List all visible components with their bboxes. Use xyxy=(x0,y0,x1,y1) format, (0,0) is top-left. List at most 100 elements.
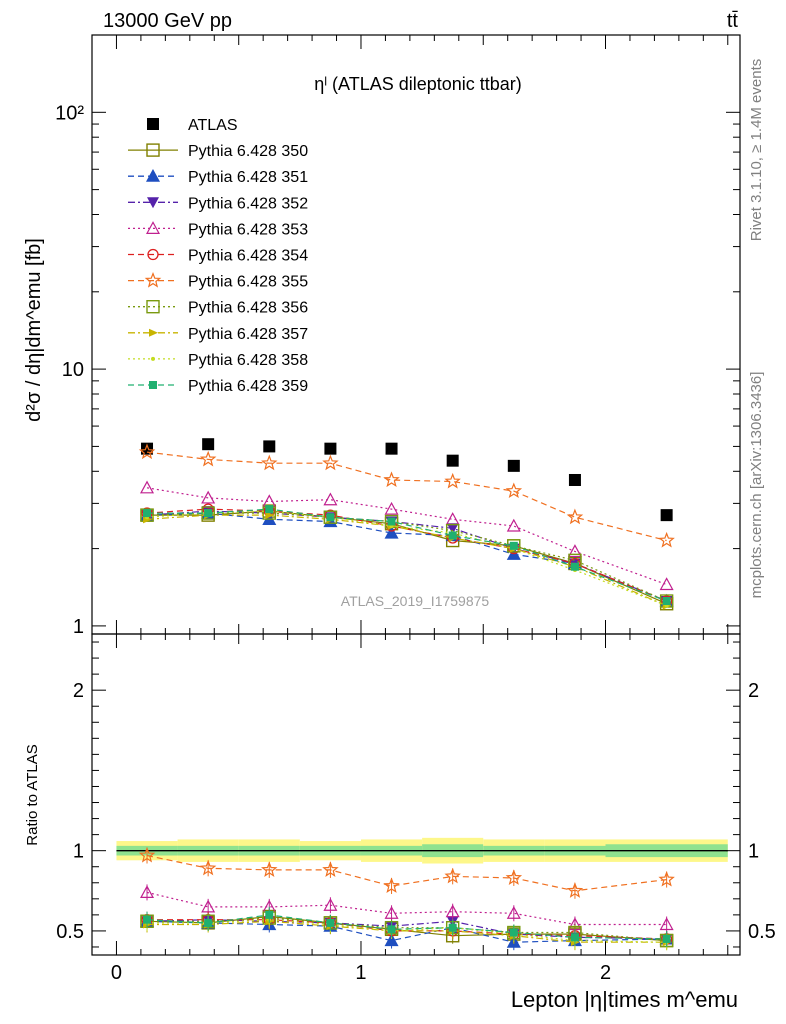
data-point xyxy=(385,442,398,455)
ratio-y-axis-label: Ratio to ATLAS xyxy=(24,744,41,845)
data-point xyxy=(662,597,671,606)
ratio-point xyxy=(506,906,521,919)
ratio-point xyxy=(323,897,338,911)
ratio-point xyxy=(566,882,584,898)
energy-label: 13000 GeV pp xyxy=(103,10,232,32)
legend-marker xyxy=(147,118,159,130)
main-y-tick-label: 10 xyxy=(62,359,84,381)
data-point xyxy=(384,525,399,539)
legend-label: Pythia 6.428 355 xyxy=(188,274,308,291)
legend-marker xyxy=(145,221,161,234)
data-point xyxy=(143,509,152,518)
data-point xyxy=(138,443,156,460)
data-point xyxy=(265,505,274,514)
ratio-series-layer xyxy=(138,846,675,951)
analysis-watermark: ATLAS_2019_I1759875 xyxy=(341,593,490,609)
series-355 xyxy=(138,443,675,548)
ratio-point xyxy=(509,928,518,937)
data-point xyxy=(199,450,217,467)
legend-marker xyxy=(146,143,160,157)
legend-entry: Pythia 6.428 355 xyxy=(128,271,308,291)
ratio-point xyxy=(384,906,399,919)
legend-label: Pythia 6.428 356 xyxy=(188,300,308,317)
data-point xyxy=(141,442,154,455)
data-point xyxy=(383,471,400,488)
series-353 xyxy=(140,480,674,591)
ratio-series-357 xyxy=(143,913,672,951)
x-axis-label: Lepton |η|times m^emu xyxy=(511,987,738,1012)
data-point xyxy=(659,577,674,591)
data-point xyxy=(509,541,518,550)
ratio-point xyxy=(444,867,461,884)
data-point xyxy=(507,459,520,472)
ratio-plot-area xyxy=(91,633,741,956)
data-point xyxy=(566,508,584,525)
legend-entry: Pythia 6.428 351 xyxy=(128,168,308,186)
data-point xyxy=(448,531,457,540)
data-point xyxy=(140,480,155,494)
ratio-point xyxy=(659,917,674,931)
ratio-point xyxy=(570,933,579,942)
data-point xyxy=(326,513,335,522)
ratio-point xyxy=(261,861,278,877)
ratio-point xyxy=(384,933,399,947)
legend-marker xyxy=(144,271,162,288)
data-point xyxy=(444,472,461,489)
ratio-point xyxy=(265,910,274,919)
legend-marker xyxy=(147,197,159,209)
x-tick-label: 1 xyxy=(355,962,366,984)
ratio-point xyxy=(199,859,217,876)
data-point xyxy=(658,531,675,548)
legend-marker xyxy=(151,356,155,361)
ratio-series-351 xyxy=(140,913,674,951)
data-point xyxy=(263,440,276,453)
legend-label: Pythia 6.428 350 xyxy=(188,143,308,160)
ratio-point xyxy=(445,904,460,918)
data-point xyxy=(507,539,521,553)
data-point xyxy=(202,438,215,451)
legend-entry: Pythia 6.428 356 xyxy=(128,300,308,317)
data-point xyxy=(261,454,278,471)
ratio-point xyxy=(662,934,671,943)
data-point xyxy=(505,482,523,499)
series-354 xyxy=(141,503,673,607)
process-label: tt̄ xyxy=(727,10,739,32)
series-359 xyxy=(143,505,671,606)
legend-marker xyxy=(149,328,158,337)
ratio-point xyxy=(383,877,400,893)
ratio-point xyxy=(658,870,675,887)
legend-label: Pythia 6.428 357 xyxy=(188,326,308,343)
ratio-series-355 xyxy=(138,846,675,899)
data-point xyxy=(265,511,275,520)
legend-label: Pythia 6.428 359 xyxy=(188,378,308,395)
legend-entry: Pythia 6.428 359 xyxy=(128,378,308,395)
series-line xyxy=(146,487,667,586)
ratio-point xyxy=(505,869,523,885)
data-point xyxy=(570,562,579,571)
ratio-y-tick-label-right: 0.5 xyxy=(748,921,776,943)
data-point xyxy=(384,501,399,515)
rivet-version-label: Rivet 3.1.10, ≥ 1.4M events xyxy=(748,59,765,242)
data-point xyxy=(445,512,460,525)
legend-entry: Pythia 6.428 358 xyxy=(128,352,308,369)
series-line xyxy=(146,512,667,602)
main-y-tick-label: 10² xyxy=(55,102,84,124)
ratio-line xyxy=(146,854,667,892)
data-point xyxy=(660,509,673,522)
legend-entry: Pythia 6.428 353 xyxy=(128,221,308,238)
legend-label: Pythia 6.428 358 xyxy=(188,352,308,369)
legend-label: Pythia 6.428 352 xyxy=(188,195,308,212)
legend-entry: ATLAS xyxy=(147,117,238,134)
legend-marker xyxy=(145,168,161,182)
plot-title: ηˡ (ATLAS dileptonic ttbar) xyxy=(314,74,522,94)
data-point xyxy=(322,454,339,471)
legend-marker xyxy=(147,248,159,261)
legend-entry: Pythia 6.428 357 xyxy=(128,326,308,343)
main-y-tick-label: 1 xyxy=(73,616,84,638)
data-point xyxy=(567,544,582,558)
data-point xyxy=(506,518,521,532)
ratio-point xyxy=(204,918,213,927)
ratio-y-tick-label: 1 xyxy=(73,841,84,863)
ratio-point xyxy=(326,918,335,927)
data-point xyxy=(323,492,338,506)
